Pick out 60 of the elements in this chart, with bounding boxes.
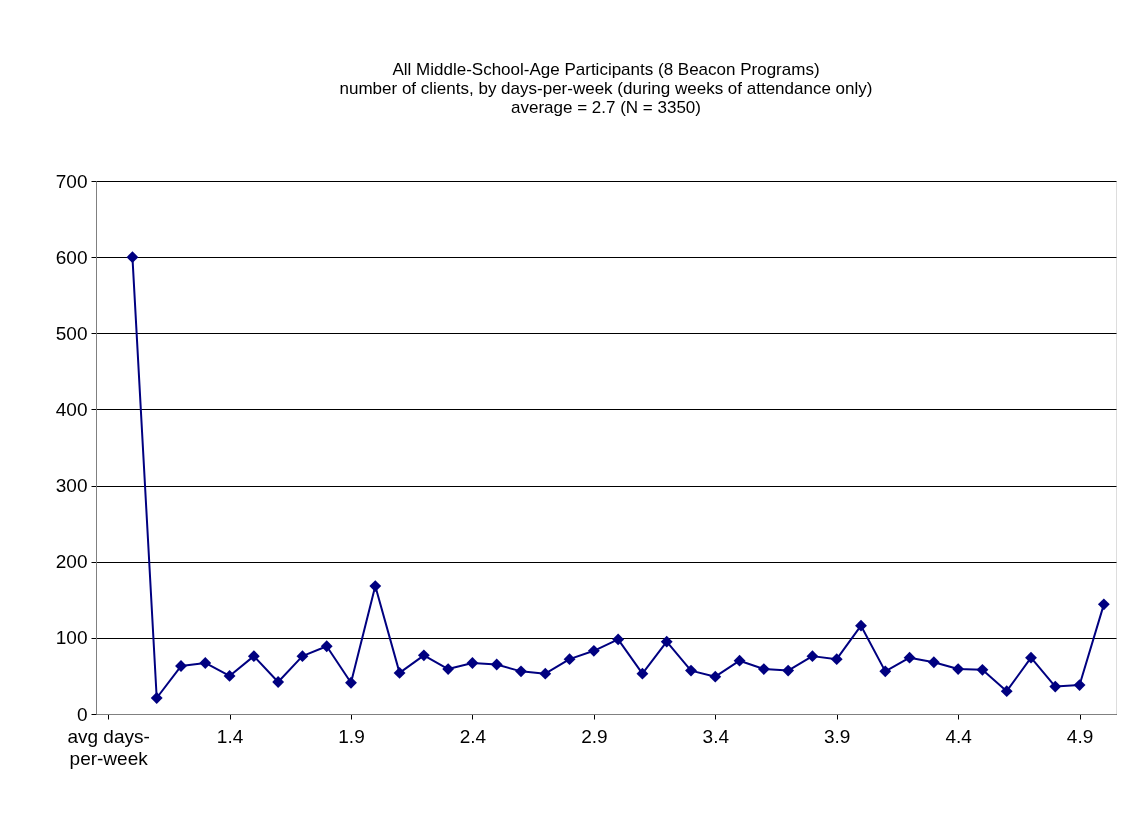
point (223, 670, 236, 682)
point (563, 653, 576, 666)
point (247, 650, 260, 663)
point (757, 663, 770, 675)
x-tick-label: 3.9 (824, 725, 851, 747)
point (1049, 680, 1062, 693)
text: number of clients, by days-per-week (during weeks of attendance only) (339, 79, 873, 98)
point (587, 644, 600, 657)
point (539, 667, 552, 680)
y-tick-label: 700 (55, 170, 88, 192)
text: average = 2.7 (N = 3350) (511, 98, 701, 117)
y-tick-label: 600 (55, 246, 88, 268)
x-tick-label: 1.9 (338, 725, 365, 747)
point (806, 650, 819, 663)
point (879, 665, 892, 678)
y-tick-label: 400 (55, 398, 88, 420)
point (272, 676, 285, 688)
point (612, 633, 625, 646)
point (442, 663, 455, 675)
text: All Middle-School-Age Participants (8 Beacon Programs) (392, 60, 820, 79)
x-tick-label: 3.4 (702, 725, 730, 747)
point (855, 619, 867, 632)
y-tick-label: 200 (55, 551, 88, 573)
point (660, 635, 673, 648)
point (636, 667, 649, 680)
point (927, 656, 940, 669)
x-tick-label: 1.4 (216, 725, 244, 747)
point (976, 663, 989, 676)
y-tick-label: 0 (76, 703, 88, 725)
point (126, 251, 139, 264)
point (1073, 679, 1086, 691)
point (685, 664, 697, 677)
point (830, 653, 843, 666)
point (1097, 598, 1110, 611)
point (490, 658, 503, 671)
point (417, 649, 430, 662)
point (1025, 651, 1037, 664)
point (903, 651, 916, 664)
point (296, 650, 309, 663)
point (1000, 685, 1013, 698)
y-tick-label: 100 (55, 627, 88, 649)
point (199, 657, 212, 669)
point (515, 665, 527, 678)
point (150, 692, 163, 704)
x-tick-label: 2.4 (459, 725, 487, 747)
y-tick-label: 500 (55, 322, 88, 344)
x-tick-label: 4.9 (1066, 725, 1094, 747)
point (369, 580, 382, 592)
point (733, 654, 746, 667)
point (709, 670, 722, 683)
point (320, 640, 333, 653)
point (345, 676, 357, 689)
x-tick-label: 2.9 (581, 725, 608, 747)
point (393, 666, 406, 679)
point (782, 664, 795, 677)
point (466, 657, 479, 669)
y-tick-label: 300 (55, 475, 88, 497)
x-tick-label: 4.4 (945, 725, 973, 747)
point (952, 663, 965, 675)
x-tick-label: avg days-per-week (67, 725, 150, 769)
